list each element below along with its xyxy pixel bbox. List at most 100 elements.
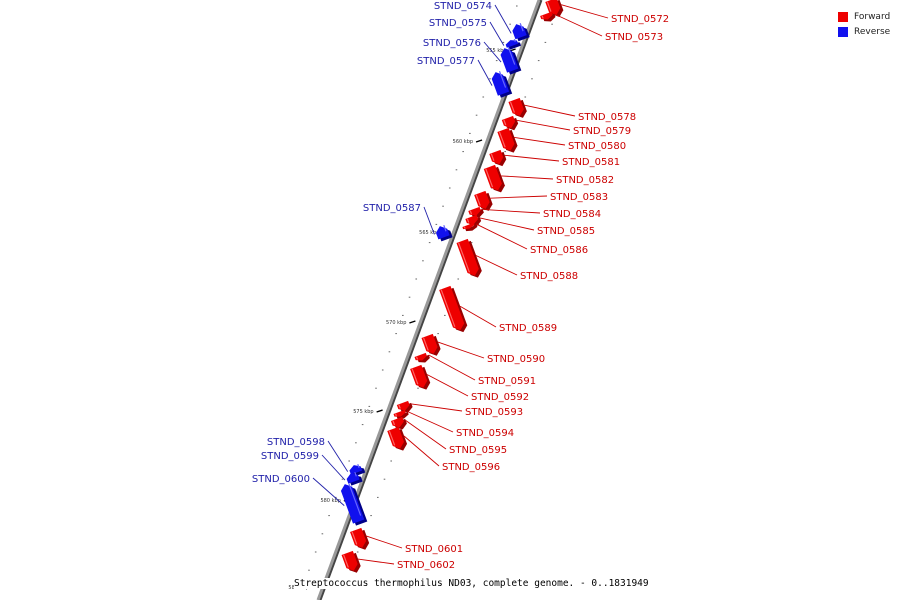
gene-feature[interactable] — [341, 550, 361, 573]
gene-label[interactable]: STND_0599 — [261, 451, 319, 462]
gene-feature[interactable] — [421, 333, 441, 356]
tick-label: 570 kbp — [386, 320, 406, 326]
gene-feature[interactable] — [346, 471, 363, 486]
gene-highlight — [343, 554, 349, 568]
forward-gene-arrow[interactable] — [350, 527, 367, 548]
label-leader-line — [490, 195, 548, 199]
gene-label[interactable]: STND_0590 — [487, 354, 545, 365]
gene-feature[interactable] — [350, 527, 370, 550]
gene-label[interactable]: STND_0591 — [478, 376, 536, 387]
gene-label[interactable]: STND_0595 — [449, 445, 507, 456]
legend-swatch-forward — [838, 11, 848, 22]
gene-label[interactable]: STND_0574 — [434, 1, 492, 12]
gene-features — [340, 0, 564, 573]
gene-label[interactable]: STND_0579 — [573, 126, 631, 137]
label-leader-line — [357, 558, 395, 565]
gene-label[interactable]: STND_0580 — [568, 141, 626, 152]
label-leader-line — [501, 175, 554, 180]
forward-gene-arrow[interactable] — [501, 115, 516, 129]
gene-label[interactable]: STND_0581 — [562, 157, 620, 168]
gene-highlight — [440, 289, 456, 328]
gene-highlight — [357, 463, 360, 469]
gene-feature[interactable] — [501, 115, 519, 131]
gene-label[interactable]: STND_0598 — [267, 437, 325, 448]
gene-feature[interactable] — [393, 409, 409, 419]
gene-feature[interactable] — [500, 46, 522, 75]
forward-gene-arrow[interactable] — [483, 164, 502, 191]
gene-feature[interactable] — [474, 190, 493, 211]
reverse-gene-arrow[interactable] — [340, 484, 365, 524]
gene-label[interactable]: STND_0582 — [556, 175, 614, 186]
reverse-gene-arrow[interactable] — [491, 72, 510, 96]
gene-highlight — [351, 531, 358, 545]
gene-label[interactable]: STND_0575 — [429, 18, 487, 29]
gene-label[interactable]: STND_0572 — [611, 14, 669, 25]
gene-feature[interactable] — [414, 352, 430, 363]
tick-marks: 555 kbp 560 kbp 565 kbp 570 kbp 575 kbp 580 k… — [288, 5, 560, 591]
strand-legend: Forward Reverse — [838, 9, 898, 39]
gene-feature[interactable] — [505, 38, 522, 50]
gene-feature[interactable] — [456, 238, 482, 278]
forward-gene-arrow[interactable] — [387, 426, 405, 449]
gene-label[interactable]: STND_0588 — [520, 271, 578, 282]
gene-labels: STND_0572 STND_0573 STND_0574 STND_0575 STND… — [252, 1, 669, 571]
gene-label[interactable]: STND_0576 — [423, 38, 481, 49]
gene-label[interactable]: STND_0585 — [537, 226, 595, 237]
gene-label[interactable]: STND_0593 — [465, 407, 523, 418]
forward-gene-arrow[interactable] — [497, 127, 515, 151]
reverse-gene-arrow[interactable] — [435, 226, 450, 240]
gene-label[interactable]: STND_0589 — [499, 323, 557, 334]
reverse-gene-arrow[interactable] — [500, 48, 519, 73]
forward-gene-arrow[interactable] — [462, 222, 475, 230]
label-leader-line — [554, 13, 603, 37]
gene-label[interactable]: STND_0573 — [605, 32, 663, 43]
legend-swatch-reverse — [838, 26, 848, 37]
label-leader-line — [405, 420, 447, 450]
gene-label[interactable]: STND_0600 — [252, 474, 310, 485]
forward-gene-arrow[interactable] — [545, 0, 561, 15]
gene-feature[interactable] — [439, 285, 468, 333]
gene-feature[interactable] — [340, 482, 368, 526]
forward-gene-arrow[interactable] — [410, 364, 428, 388]
label-leader-line — [411, 403, 463, 412]
gene-label[interactable]: STND_0586 — [530, 245, 588, 256]
gene-feature[interactable] — [435, 224, 453, 242]
gene-feature[interactable] — [489, 149, 507, 167]
gene-feature[interactable] — [545, 0, 564, 17]
gene-label[interactable]: STND_0592 — [471, 392, 529, 403]
gene-feature[interactable] — [410, 364, 431, 390]
forward-gene-arrow[interactable] — [508, 97, 524, 116]
gene-label[interactable]: STND_0578 — [578, 112, 636, 123]
gene-feature[interactable] — [468, 206, 484, 218]
reverse-gene-arrow[interactable] — [505, 40, 519, 48]
forward-gene-arrow[interactable] — [439, 285, 465, 331]
gene-feature[interactable] — [512, 22, 530, 42]
gene-feature[interactable] — [497, 127, 518, 153]
gene-label[interactable]: STND_0587 — [363, 203, 421, 214]
forward-gene-arrow[interactable] — [341, 550, 358, 571]
forward-gene-arrow[interactable] — [474, 190, 490, 209]
gene-label[interactable]: STND_0584 — [543, 209, 601, 220]
gene-label[interactable]: STND_0594 — [456, 428, 514, 439]
gene-label[interactable]: STND_0583 — [550, 192, 608, 203]
forward-gene-arrow[interactable] — [489, 149, 504, 165]
gene-feature[interactable] — [483, 164, 505, 193]
gene-feature[interactable] — [462, 222, 478, 232]
gene-label[interactable]: STND_0596 — [442, 462, 500, 473]
gene-label[interactable]: STND_0602 — [397, 560, 455, 571]
gene-feature[interactable] — [491, 70, 513, 98]
gene-feature[interactable] — [508, 97, 527, 118]
label-leader-line — [479, 217, 535, 231]
gene-feature[interactable] — [387, 426, 408, 451]
forward-gene-arrow[interactable] — [456, 238, 479, 276]
gene-feature[interactable] — [396, 400, 413, 413]
label-leader-line — [327, 440, 349, 472]
gene-feature[interactable] — [540, 11, 556, 22]
gene-feature[interactable] — [390, 416, 407, 430]
gene-label[interactable]: STND_0601 — [405, 544, 463, 555]
reverse-gene-arrow[interactable] — [512, 24, 527, 40]
tick-label: 580 kbp — [320, 498, 340, 504]
forward-gene-arrow[interactable] — [421, 333, 438, 354]
gene-label[interactable]: STND_0577 — [417, 56, 475, 67]
